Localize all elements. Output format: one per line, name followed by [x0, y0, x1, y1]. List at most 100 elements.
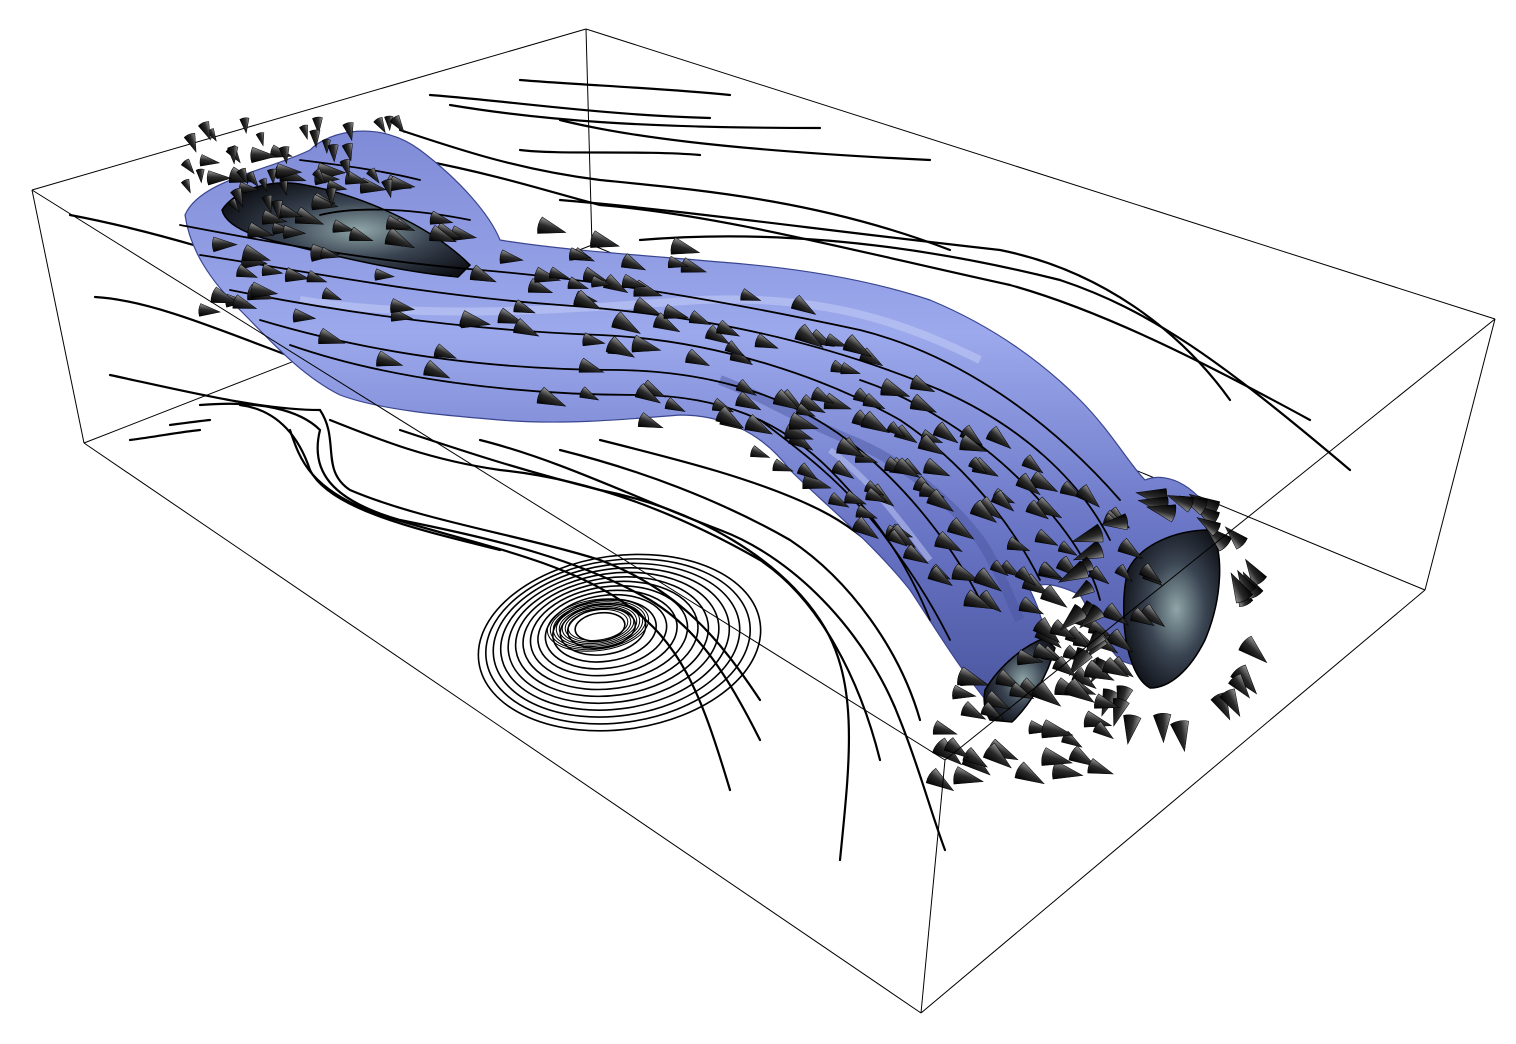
velocity-arrow [198, 121, 211, 141]
velocity-arrow [513, 318, 540, 337]
velocity-arrow [855, 504, 878, 519]
velocity-arrow [423, 360, 451, 379]
velocity-arrow [842, 334, 873, 357]
velocity-arrow [794, 323, 824, 348]
velocity-arrow [342, 122, 354, 142]
velocity-arrow [180, 158, 195, 175]
velocity-arrow [880, 378, 911, 397]
velocity-arrow [180, 178, 191, 194]
velocity-arrow [582, 266, 608, 282]
velocity-arrow [982, 742, 1012, 769]
streamline [518, 148, 702, 157]
velocity-arrow [1170, 720, 1189, 753]
velocity-arrow [893, 457, 921, 478]
velocity-arrow [1014, 566, 1037, 587]
velocity-arrow [373, 116, 386, 134]
velocity-arrow [670, 237, 701, 255]
velocity-arrow [1057, 540, 1078, 556]
velocity-arrow [1071, 579, 1095, 599]
velocity-arrow [261, 209, 288, 225]
velocity-arrow [582, 332, 606, 347]
velocity-arrow [195, 168, 205, 184]
velocity-arrow [1102, 657, 1130, 678]
velocity-arrow [528, 278, 554, 294]
velocity-arrow [1087, 758, 1114, 775]
velocity-arrow [573, 289, 602, 310]
velocity-arrow [1100, 513, 1129, 531]
velocity-arrow [198, 303, 221, 317]
velocity-arrows [180, 115, 1268, 792]
velocity-arrow [1033, 642, 1060, 660]
velocity-arrow [1064, 677, 1095, 703]
velocity-arrow [250, 281, 279, 299]
velocity-arrow [716, 319, 741, 337]
velocity-arrow [578, 357, 605, 373]
velocity-arrow [909, 374, 936, 393]
vortex-ring-inner [564, 607, 632, 643]
vortex-ring [537, 589, 678, 677]
velocity-arrow [429, 210, 454, 225]
velocity-arrow [1084, 629, 1107, 654]
streamline [168, 418, 212, 427]
velocity-arrow [840, 362, 861, 375]
velocity-arrow [327, 144, 339, 163]
velocity-arrow [534, 266, 562, 283]
velocity-arrow [1092, 721, 1114, 740]
vortex-ring [499, 567, 731, 711]
velocity-arrow [206, 170, 232, 186]
velocity-arrow [923, 457, 951, 477]
velocity-arrow [959, 434, 987, 452]
vortex-ring [522, 580, 699, 691]
velocity-arrow [989, 559, 1009, 577]
velocity-arrow [199, 154, 221, 167]
velocity-arrow [951, 563, 981, 582]
velocity-arrow [1034, 528, 1059, 546]
velocity-arrow [1059, 480, 1083, 499]
velocity-arrow [959, 424, 984, 446]
streamline [448, 103, 822, 130]
velocity-arrow [183, 132, 197, 153]
velocity-arrow [1025, 499, 1049, 520]
velocity-arrow [947, 517, 975, 540]
velocity-arrow [1196, 517, 1221, 537]
velocity-arrow [499, 249, 524, 264]
velocity-arrow [1117, 538, 1143, 560]
streamline [638, 235, 1352, 472]
velocity-arrow [985, 425, 1012, 449]
velocity-arrow [980, 701, 1005, 720]
velocity-arrow [1009, 682, 1035, 699]
velocity-arrow [1130, 607, 1155, 627]
vortex-ring [514, 576, 710, 698]
vortex-ring-inner [546, 598, 650, 652]
velocity-arrow [836, 437, 865, 457]
vortex-ring [485, 558, 751, 725]
velocity-arrow [227, 198, 240, 213]
velocity-arrow [862, 393, 886, 410]
velocity-arrow [321, 287, 343, 301]
velocity-arrow [960, 701, 987, 720]
velocity-arrow [299, 124, 308, 141]
vortex-ring [507, 571, 720, 705]
velocity-arrow [590, 230, 620, 248]
velocity-arrow [536, 386, 567, 407]
velocity-arrow [772, 389, 801, 411]
velocity-arrow [318, 327, 346, 345]
vortex-ring-inner [552, 601, 644, 649]
vortex-ring-inner [567, 609, 629, 641]
velocity-arrow [312, 168, 326, 184]
velocity-arrow [376, 350, 404, 367]
velocity-arrow [796, 462, 819, 480]
streamline [398, 428, 851, 862]
velocity-arrow [311, 194, 339, 211]
velocity-arrow [267, 168, 277, 185]
velocity-arrow [537, 216, 567, 234]
vortex-ring-inner [549, 599, 647, 651]
velocity-arrow [210, 286, 239, 304]
velocity-arrow [909, 393, 938, 413]
velocity-arrow [663, 304, 689, 319]
streamline [759, 419, 951, 641]
streamline [238, 403, 502, 552]
velocity-arrow [860, 410, 891, 434]
velocity-arrow [282, 224, 307, 239]
velocity-arrow [637, 412, 664, 429]
